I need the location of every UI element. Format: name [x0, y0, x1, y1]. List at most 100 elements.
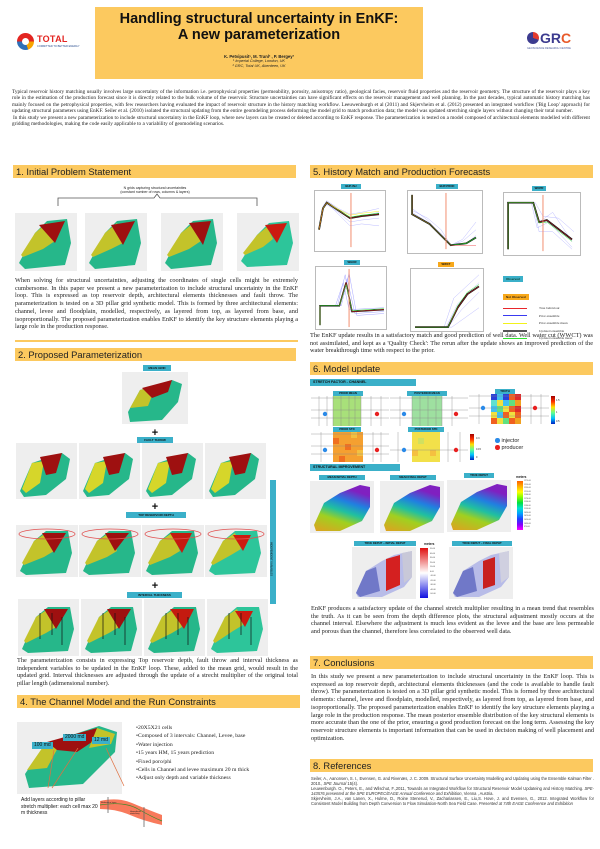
constraint-item: •Composed of 3 intervals: Channel, Levee…	[136, 733, 246, 740]
interval-thickness-label: INTERVAL THICKNESS	[127, 592, 182, 598]
reference-item: Leuwenburgh. O., Peters, E., and Wilschu…	[311, 786, 594, 797]
well-legend: injector producer	[495, 438, 523, 452]
diff-colorbar-title: meters	[424, 542, 435, 546]
legend-updated-ensemble-mean: Updated ensemble mean	[503, 335, 598, 343]
constraint-item: •Adjust only depth and variable thicknes…	[136, 775, 231, 782]
poster-title-line1: Handling structural uncertainty in EnKF:	[119, 11, 399, 27]
reference-item: Seiler, A., Aanonsen, S. I., Evensen, G.…	[311, 776, 594, 787]
fault-throw-realization-3	[142, 443, 203, 499]
affiliation-1: ¹ Imperial College, London, UK	[233, 59, 285, 63]
section-1-heading: 1. Initial Problem Statement	[13, 165, 296, 178]
intro-paragraph-1: Typical reservoir history matching usual…	[12, 89, 590, 115]
legend-injector: injector	[495, 438, 523, 445]
fault-throw-label: FAULT THROW	[137, 437, 173, 443]
colorbar-std	[470, 434, 474, 460]
interval-thickness-row	[18, 599, 270, 657]
references-list: Seiler, A., Aanonsen, S. I., Evensen, G.…	[311, 776, 594, 807]
top-depth-realization-3	[142, 525, 204, 577]
legend-observed: Observed	[503, 276, 523, 282]
map-prior-mean	[311, 396, 389, 426]
stretch-factor-label: STRETCH FACTOR - CHANNEL	[310, 379, 416, 386]
top-depth-realization-4	[205, 525, 267, 577]
section-1-body: When solving for structural uncertaintie…	[15, 277, 298, 331]
brace-icon	[57, 193, 258, 206]
grc-logo-icon	[527, 32, 539, 44]
perm-tag-channel: 2000 md	[63, 734, 87, 741]
poster-title-line2: A new parameterization	[177, 27, 341, 43]
stretching-inset: Reference layer Homothetic stretching	[98, 797, 164, 827]
title-banner: Handling structural uncertainty in EnKF:…	[95, 7, 423, 79]
depth-title-true: TRUE DEPHT	[464, 473, 494, 478]
total-logo-word: TOTAL	[37, 34, 68, 44]
section-6-body: EnKF produces a satisfactory update of t…	[311, 605, 594, 636]
map-title-posterior-mean: POSTERIOR MEAN	[407, 391, 447, 396]
plot-wgor	[315, 266, 387, 330]
map-posterior-std	[390, 432, 468, 462]
legend-producer: producer	[495, 445, 523, 452]
diff-map-final	[449, 547, 513, 599]
plus-icon: +	[151, 580, 159, 592]
legend-prior-ensemble-mean: Prior ensemble mean	[503, 320, 598, 328]
diff-title-initial: TRUE DEPHT – INITIAL DEPHT	[354, 541, 416, 546]
top-depth-realization-2	[79, 525, 141, 577]
run-constraints-list: •20X5X21 cells •Composed of 3 intervals:…	[136, 724, 296, 783]
plus-icon: +	[151, 501, 159, 513]
reference-item: Skjervheim, J.A., van Lanen, X., Hulme, …	[311, 796, 594, 807]
plus-icon: +	[151, 427, 159, 439]
map-prior-std	[311, 432, 389, 462]
annotation-arrows	[47, 748, 125, 789]
plot-bhp-prod	[407, 190, 483, 254]
plot-wwct	[410, 268, 484, 332]
legend-updated-ensemble: Updated ensemble	[503, 328, 598, 336]
fault-throw-row	[16, 443, 268, 499]
grid-realization-1	[15, 213, 77, 271]
plot-legend: Observed Not Observed True behaviour Pri…	[503, 267, 598, 343]
top-depth-realization-1	[16, 525, 78, 577]
grc-logo: GRC GEOSCIENCE RESEARCH CENTRE	[527, 30, 597, 55]
affiliation-2: ² GRC, Total UK, Aberdeen, UK	[232, 64, 286, 68]
section-7-heading: 7. Conclusions	[310, 656, 593, 669]
structural-improvement-label: STRUCTURAL IMPROVEMENT	[310, 464, 400, 471]
legend-true-behaviour: True behaviour	[503, 305, 598, 313]
authors: K. Petvipusit¹, M. Tranl² , P. Bergey²	[224, 54, 294, 59]
interval-realization-4	[207, 599, 268, 656]
map-title-prior-std: PRIOR STD	[333, 427, 361, 432]
intro-paragraph-2: In this study we present a new parameter…	[12, 114, 590, 128]
top-depth-row	[16, 521, 268, 577]
producer-dot-icon	[495, 445, 500, 450]
section-4-heading: 4. The Channel Model and the Run Constra…	[17, 695, 300, 708]
grid-realization-3	[161, 213, 223, 271]
section-8-heading: 8. References	[310, 759, 593, 772]
grid-realization-4	[237, 213, 299, 271]
map-title-truth: TRUTH	[495, 389, 515, 394]
map-truth	[469, 394, 549, 424]
diff-title-final: TRUE DEPHT – FINAL DEPHT	[452, 541, 512, 546]
section-5-heading: 5. History Match and Production Forecast…	[310, 165, 593, 178]
depth-title-initial: MEAN INITIAL DEPTH	[319, 475, 365, 480]
plot-title-wopr: WOPR	[532, 186, 546, 191]
layer-annotation: Add layers according to pillar stretch m…	[21, 797, 98, 817]
colorbar-std-ticks: 0.3 0.15 0	[476, 437, 481, 459]
constraint-item: •20X5X21 cells	[136, 725, 173, 731]
depth-map-initial	[310, 481, 374, 533]
introduction: Typical reservoir history matching usual…	[12, 89, 590, 128]
constraint-item: •15 years HM, 15 years prediction	[136, 750, 215, 757]
top-depth-label: TOP RESERVOIR DEPTH	[126, 512, 186, 518]
map-title-prior-mean: PRIOR MEAN	[333, 391, 363, 396]
fault-throw-realization-2	[79, 443, 140, 499]
map-posterior-mean	[390, 396, 468, 426]
depth-title-final: MEAN FINAL DEPHT	[390, 475, 436, 480]
fault-throw-realization-1	[16, 443, 77, 499]
interval-realization-3	[144, 599, 205, 656]
depth-colorbar-title: meters	[516, 475, 527, 479]
legend-not-observed: Not Observed	[503, 294, 529, 300]
mean-grid-figure	[122, 372, 188, 424]
legend-prior-ensemble: Prior ensemble	[503, 313, 598, 321]
depth-map-final	[380, 481, 444, 533]
depth-colorbar	[517, 481, 523, 530]
total-logo-tagline: COMMITTED TO BETTER ENERGY	[37, 45, 80, 48]
constraint-item: •Cells in Channel and levee maximum 20 m…	[136, 767, 250, 774]
grc-logo-tagline: GEOSCIENCE RESEARCH CENTRE	[527, 47, 571, 50]
map-title-posterior-std: POSTERIOR STD	[408, 427, 444, 432]
grc-logo-word: GRC	[540, 30, 572, 46]
